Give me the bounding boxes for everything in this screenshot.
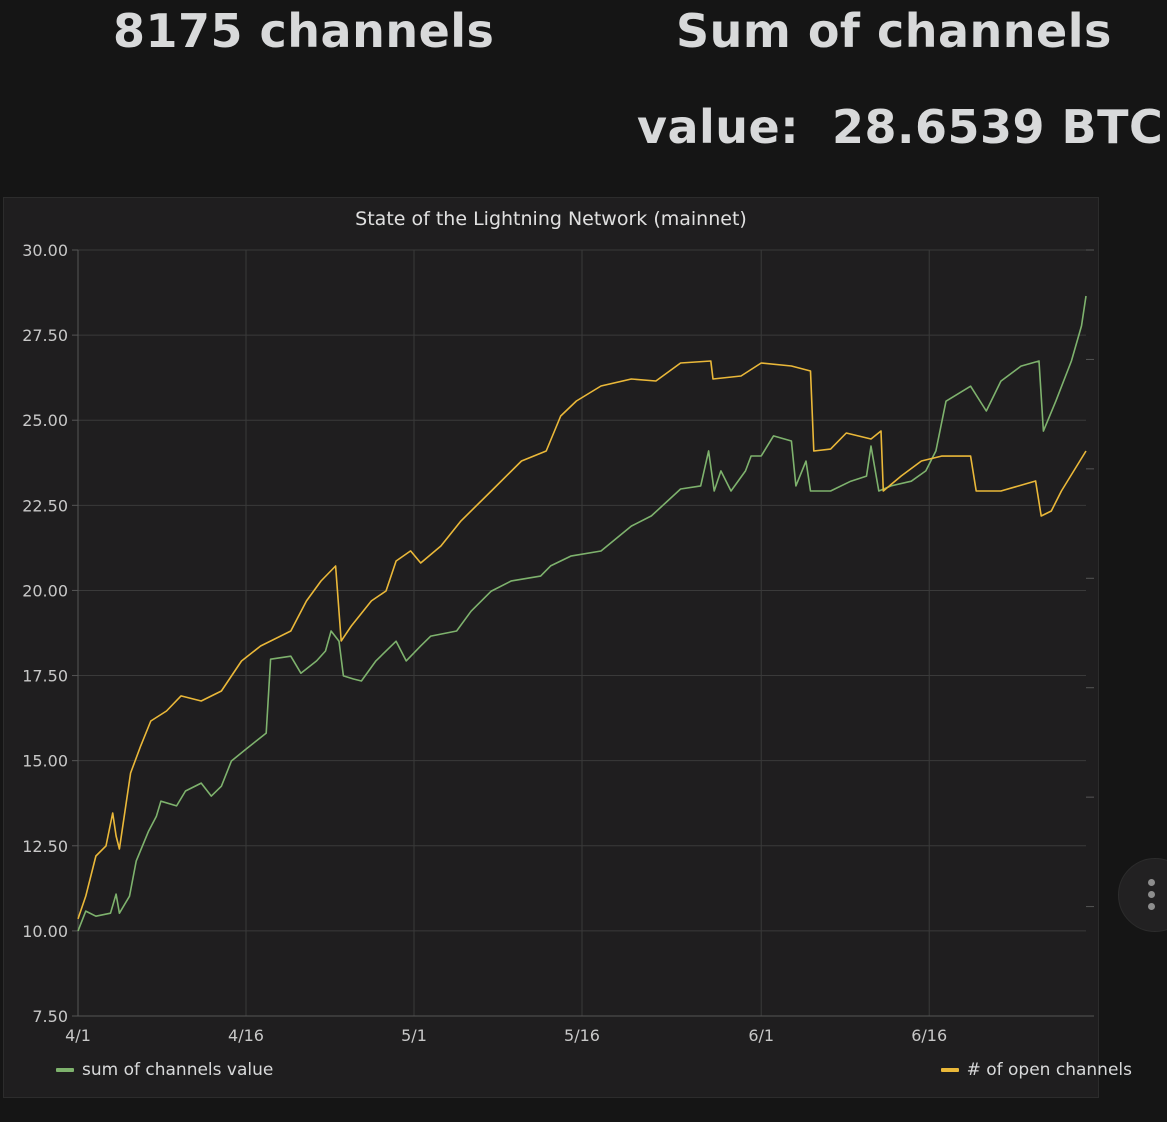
y-left-tick-label: 25.00 [22,411,68,430]
y-left-tick-label: 30.00 [22,241,68,260]
panel-menu-button[interactable] [1118,858,1167,932]
legend-item-channels[interactable]: # of open channels [940,1060,1132,1080]
chart-title: State of the Lightning Network (mainnet) [355,208,747,230]
y-left-tick-label: 12.50 [22,837,68,856]
x-tick-label: 4/1 [65,1026,91,1045]
legend-swatch-yellow [940,1068,959,1072]
y-left-tick-label: 20.00 [22,581,68,600]
legend-item-sum[interactable]: sum of channels value [56,1060,273,1080]
series-line-sum-of-channels-value [77,295,1087,932]
line-chart: 30.00 27.50 25.00 22.50 20.00 17.50 15.00 12.50… [22,241,1094,1045]
sum-label-value: value: [637,100,800,154]
y-left-tick-label: 7.50 [32,1007,68,1026]
legend-label: # of open channels [966,1060,1132,1080]
x-tick-label: 6/1 [748,1026,774,1045]
x-tick-label: 4/16 [228,1026,264,1045]
x-tick-label: 5/16 [564,1026,600,1045]
x-tick-label: 6/16 [911,1026,947,1045]
chart-panel: State of the Lightning Network (mainnet)… [3,197,1132,1098]
sum-label: Sum of channels [676,4,1112,58]
y-left-tick-label: 15.00 [22,752,68,771]
legend-label: sum of channels value [82,1060,274,1080]
more-dots-icon-dot [1148,891,1155,898]
y-left-tick-label: 27.50 [22,326,68,345]
x-tick-label: 5/1 [401,1026,427,1045]
y-left-tick-label: 22.50 [22,496,68,515]
sum-value-stat: 28.6539 BTC [832,100,1164,154]
channel-count-stat: 8175 channels [113,4,495,58]
series-line-open-channels [77,360,1087,920]
y-left-tick-label: 10.00 [22,922,68,941]
more-dots-icon-dot [1148,903,1155,910]
legend-swatch-green [56,1068,74,1072]
more-dots-icon [1148,879,1155,886]
y-left-tick-label: 17.50 [22,667,68,686]
